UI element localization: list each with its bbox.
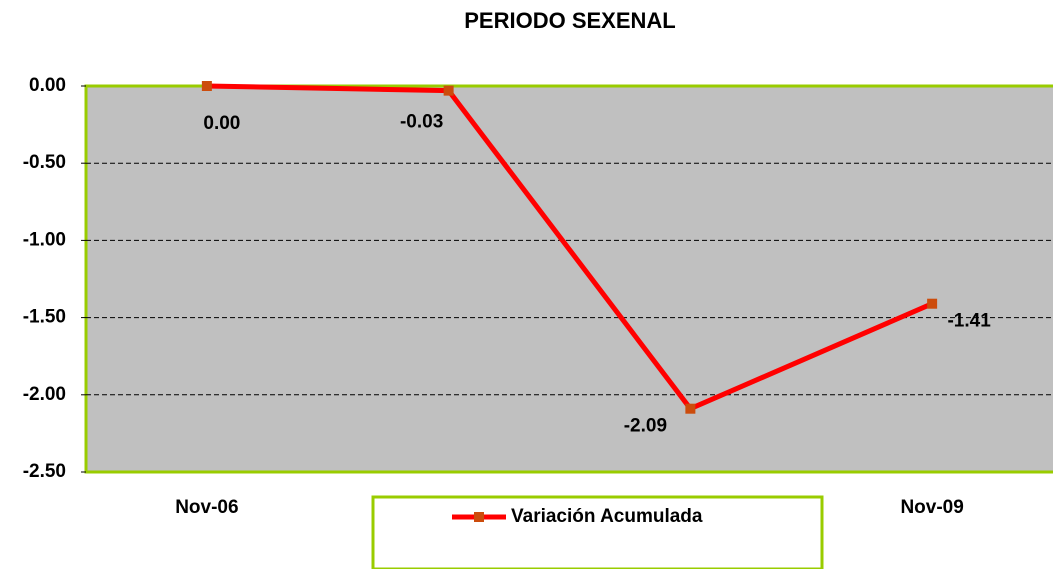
y-tick-label: -2.50 [23,461,66,482]
x-tick-label: Nov-06 [175,497,238,518]
marker [685,403,696,414]
marker [201,81,212,91]
data-label: -2.09 [624,416,667,437]
y-tick-label: 0.00 [29,75,66,96]
x-tick-label: Nov-09 [900,497,963,518]
legend-marker [474,512,484,522]
legend-box [371,495,824,569]
series-line [206,83,934,412]
data-label: 0.00 [203,113,240,134]
data-label: -1.41 [947,311,991,332]
y-tick-label: -0.50 [23,152,66,173]
chart-title: PERIODO SEXENAL [464,8,675,33]
y-tick-label: -2.00 [23,384,66,405]
marker [927,298,938,309]
data-label: -0.03 [400,112,443,133]
y-tick-label: -1.50 [23,307,66,328]
plot-area [84,84,1053,474]
y-tick-label: -1.00 [23,229,66,250]
legend-label: Variación Acumulada [511,506,703,527]
marker [443,85,454,96]
